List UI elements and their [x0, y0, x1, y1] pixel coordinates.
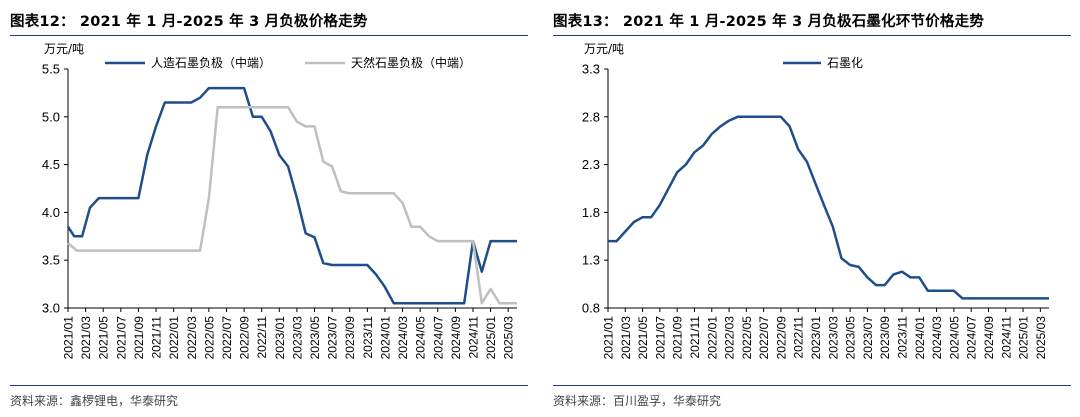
x-tick-label: 2021/05 — [636, 316, 650, 360]
series-line — [67, 105, 517, 305]
y-tick-label: 3.5 — [42, 253, 60, 268]
x-tick-label: 2021/07 — [114, 316, 128, 360]
x-tick-label: 2021/11 — [150, 316, 164, 359]
x-tick-label: 2021/01 — [62, 316, 76, 360]
legend-label: 石墨化 — [827, 56, 863, 70]
y-tick-label: 3.0 — [42, 301, 60, 316]
x-tick-label: 2024/07 — [431, 316, 445, 360]
x-tick-label: 2024/11 — [466, 316, 480, 359]
x-tick-label: 2024/05 — [414, 316, 428, 360]
x-tick-label: 2023/05 — [308, 316, 322, 360]
x-tick-label: 2023/03 — [826, 316, 840, 360]
x-tick-label: 2022/09 — [238, 316, 252, 360]
x-tick-label: 2024/03 — [396, 316, 410, 360]
figure-13-panel: 图表13： 2021 年 1 月-2025 年 3 月负极石墨化环节价格走势 万… — [553, 0, 1073, 417]
y-tick-label: 4.0 — [42, 205, 60, 220]
x-tick-label: 2024/01 — [378, 316, 392, 360]
figure-12-top-rule — [10, 35, 528, 36]
series-line — [608, 115, 1049, 300]
legend-label: 天然石墨负极（中端） — [351, 55, 471, 70]
x-tick-label: 2023/11 — [361, 316, 375, 359]
x-tick-label: 2022/05 — [202, 316, 216, 360]
x-tick-label: 2022/11 — [255, 316, 269, 359]
x-tick-label: 2024/11 — [999, 316, 1013, 359]
x-tick-label: 2022/03 — [723, 316, 737, 360]
x-tick-label: 2024/07 — [965, 316, 979, 360]
x-tick-label: 2023/03 — [290, 316, 304, 360]
x-tick-label: 2025/01 — [1017, 316, 1031, 360]
y-axis-unit-label: 万元/吨 — [584, 42, 624, 56]
figure-12-line-chart: 万元/吨 3.0 3.5 4.0 4.5 5.0 5.5 2021/01 2021/03 2021… — [42, 42, 517, 360]
x-tick-label: 2023/07 — [861, 316, 875, 360]
y-tick-label: 2.3 — [582, 157, 600, 172]
x-tick-label: 2021/09 — [132, 316, 146, 360]
series-line — [66, 86, 517, 305]
x-tick-label: 2023/01 — [809, 316, 823, 360]
x-tick-label: 2022/11 — [792, 316, 806, 359]
legend-label: 人造石墨负极（中端） — [151, 55, 271, 70]
x-tick-label: 2021/03 — [79, 316, 93, 360]
x-tick-label: 2022/05 — [740, 316, 754, 360]
x-tick-label: 2024/05 — [947, 316, 961, 360]
y-tick-label: 0.8 — [582, 301, 600, 316]
y-tick-label: 1.3 — [582, 253, 600, 268]
x-tick-label: 2023/01 — [273, 316, 287, 360]
x-tick-label: 2024/09 — [449, 316, 463, 360]
y-tick-label: 5.5 — [42, 62, 60, 77]
figure-12-source: 资料来源：鑫椤锂电，华泰研究 — [10, 394, 179, 408]
y-tick-label: 3.3 — [582, 62, 600, 77]
x-tick-label: 2021/11 — [688, 316, 702, 359]
x-tick-label: 2023/07 — [326, 316, 340, 360]
figure-13-title: 图表13： 2021 年 1 月-2025 年 3 月负极石墨化环节价格走势 — [553, 14, 985, 30]
x-tick-label: 2024/09 — [982, 316, 996, 360]
x-tick-label: 2021/01 — [602, 316, 616, 360]
figure-13-top-rule — [553, 35, 1071, 36]
y-tick-label: 5.0 — [42, 109, 60, 124]
y-axis-unit-label: 万元/吨 — [44, 42, 84, 56]
x-tick-label: 2021/09 — [671, 316, 685, 360]
figure-13-bottom-rule — [553, 385, 1071, 386]
x-tick-label: 2023/11 — [896, 316, 910, 359]
x-tick-label: 2023/09 — [878, 316, 892, 360]
y-tick-label: 4.5 — [42, 157, 60, 172]
x-tick-label: 2022/03 — [185, 316, 199, 360]
y-tick-label: 1.8 — [582, 205, 600, 220]
x-tick-label: 2022/07 — [757, 316, 771, 360]
x-tick-label: 2025/01 — [484, 316, 498, 360]
figure-12-panel: 图表12： 2021 年 1 月-2025 年 3 月负极价格走势 万元/吨 3.… — [10, 0, 530, 417]
x-tick-label: 2024/01 — [913, 316, 927, 360]
figure-12-bottom-rule — [10, 385, 528, 386]
x-tick-label: 2022/07 — [220, 316, 234, 360]
x-tick-label: 2023/05 — [844, 316, 858, 360]
x-tick-label: 2021/03 — [619, 316, 633, 360]
x-tick-label: 2021/07 — [653, 316, 667, 360]
x-tick-label: 2022/09 — [774, 316, 788, 360]
x-tick-label: 2022/01 — [167, 316, 181, 360]
figure-13-source: 资料来源：百川盈孚，华泰研究 — [553, 394, 722, 408]
x-tick-label: 2021/05 — [97, 316, 111, 360]
figure-12-title: 图表12： 2021 年 1 月-2025 年 3 月负极价格走势 — [10, 14, 368, 30]
x-tick-label: 2022/01 — [705, 316, 719, 360]
x-tick-label: 2023/09 — [343, 316, 357, 360]
x-tick-label: 2025/03 — [502, 316, 516, 360]
x-tick-label: 2024/03 — [930, 316, 944, 360]
x-tick-label: 2025/03 — [1034, 316, 1048, 360]
y-tick-label: 2.8 — [582, 109, 600, 124]
